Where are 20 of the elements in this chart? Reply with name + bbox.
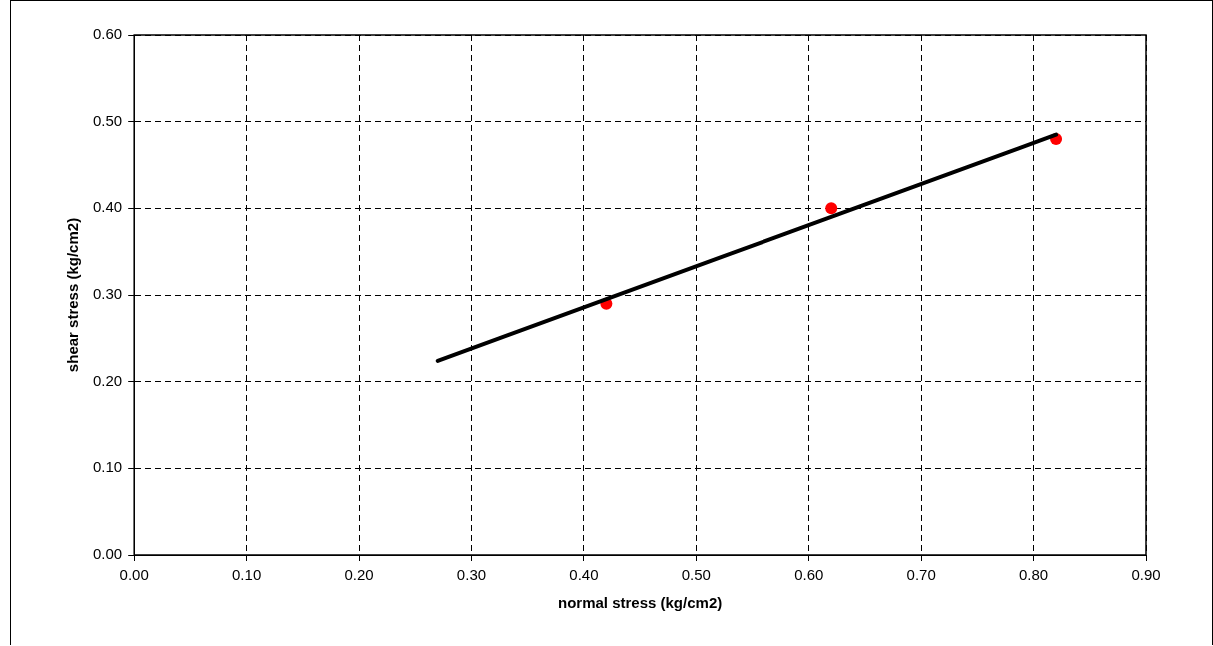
x-tick-label: 0.50 bbox=[681, 566, 711, 584]
x-tick-label: 0.90 bbox=[1131, 566, 1161, 584]
x-tick-label: 0.40 bbox=[569, 566, 599, 584]
y-tick-label: 0.20 bbox=[92, 371, 123, 389]
y-tick-label: 0.60 bbox=[92, 25, 123, 43]
y-tick-label: 0.00 bbox=[92, 545, 123, 563]
x-tick-label: 0.30 bbox=[456, 566, 487, 584]
y-tick-label: 0.10 bbox=[92, 458, 123, 476]
x-tick-label: 0.00 bbox=[119, 566, 149, 584]
x-tick-label: 0.70 bbox=[906, 566, 936, 584]
x-axis-title: normal stress (kg/cm2) bbox=[557, 594, 723, 612]
point bbox=[825, 202, 838, 215]
x-tick-label: 0.20 bbox=[344, 566, 374, 584]
y-tick-label: 0.40 bbox=[92, 198, 123, 216]
x-tick-label: 0.60 bbox=[794, 566, 824, 584]
x-tick-label: 0.80 bbox=[1018, 566, 1049, 584]
y-axis-title: shear stress (kg/cm2) bbox=[64, 217, 82, 373]
x-tick-label: 0.10 bbox=[232, 566, 262, 584]
y-tick-label: 0.50 bbox=[92, 111, 123, 129]
y-tick-label: 0.30 bbox=[92, 285, 123, 303]
